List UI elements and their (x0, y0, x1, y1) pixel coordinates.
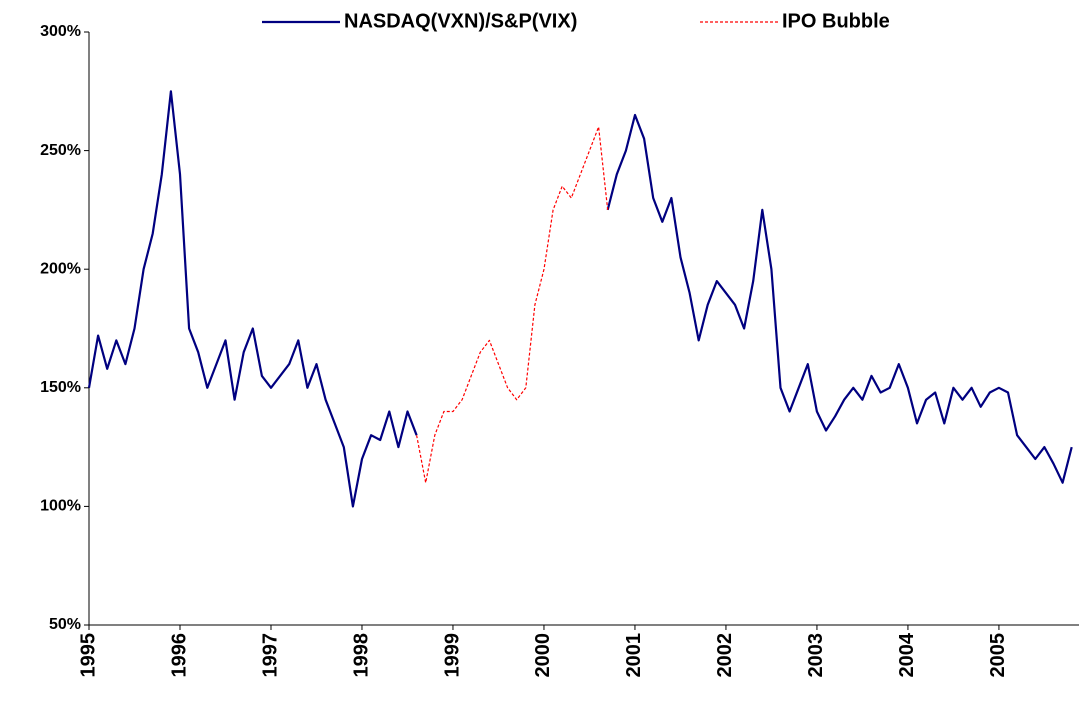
y-tick-label: 150% (40, 379, 81, 396)
x-tick-label: 2004 (896, 632, 918, 677)
y-tick-label: 200% (40, 260, 81, 277)
series-line (87, 90, 1073, 508)
y-tick-label: 100% (40, 498, 81, 515)
x-tick-label: 2003 (805, 633, 827, 678)
series-line (416, 126, 609, 484)
x-tick-label: 1995 (77, 633, 99, 678)
x-tick-label: 1996 (168, 633, 190, 678)
x-tick-label: 1998 (350, 633, 372, 678)
y-tick-label: 250% (40, 142, 81, 159)
y-tick-label: 300% (40, 23, 81, 40)
legend-label: NASDAQ(VXN)/S&P(VIX) (344, 10, 577, 32)
legend-label: IPO Bubble (782, 10, 890, 32)
x-tick-label: 2005 (987, 633, 1009, 678)
y-tick-label: 50% (49, 616, 81, 633)
x-tick-label: 2000 (532, 633, 554, 678)
x-tick-label: 1999 (441, 633, 463, 678)
x-tick-label: 1997 (259, 633, 281, 678)
x-tick-label: 2001 (623, 633, 645, 678)
x-tick-label: 2002 (714, 633, 736, 678)
